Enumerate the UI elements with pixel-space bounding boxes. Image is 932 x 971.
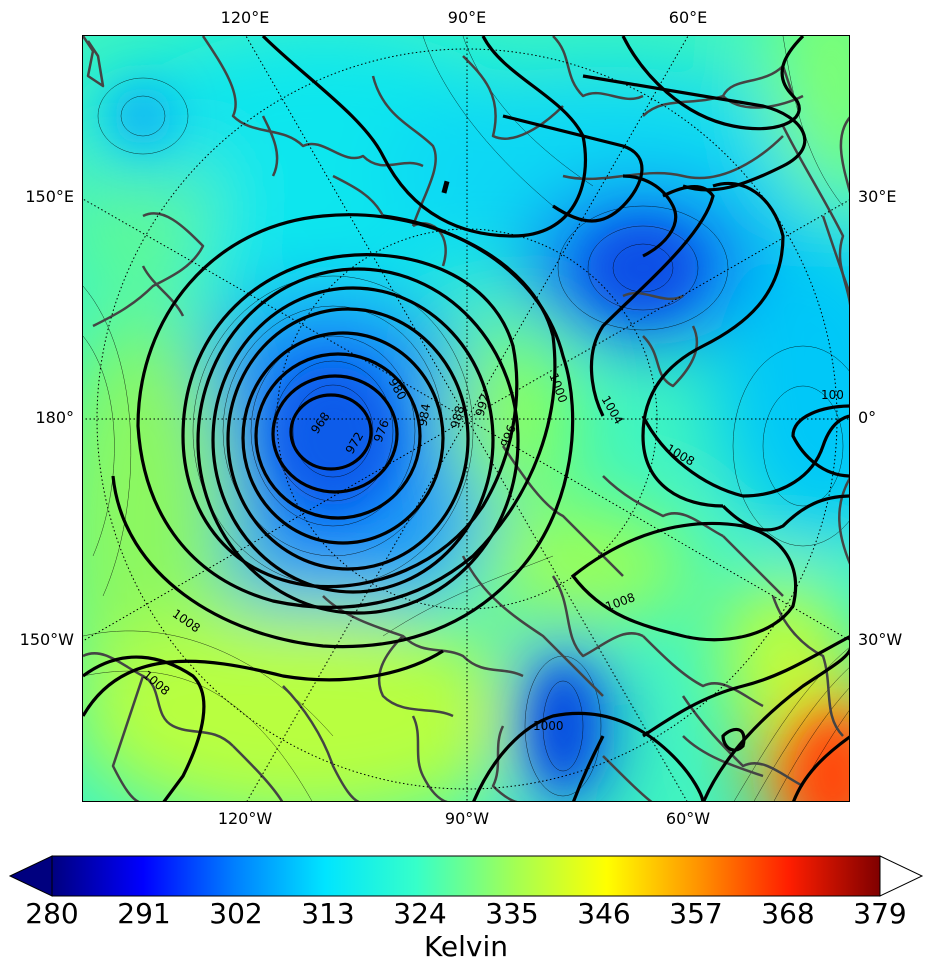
coastlines: [83, 36, 849, 801]
colorbar-high-extend: [879, 855, 924, 897]
temperature-field-detail: [113, 86, 849, 801]
lon-label-left-150w: 150°W: [19, 630, 74, 649]
colorbar-tick: 335: [485, 897, 539, 930]
lon-label-bottom-90w: 90°W: [444, 809, 490, 828]
colorbar-tick: 368: [761, 897, 815, 930]
lon-label-left-180: 180°: [35, 408, 74, 427]
colorbar-tick: 280: [25, 897, 79, 930]
colorbar-tick: 379: [853, 897, 907, 930]
colorbar-tick: 357: [669, 897, 723, 930]
colorbar: [8, 855, 924, 897]
colorbar-low-extend: [8, 855, 53, 897]
colorbar-tick: 291: [117, 897, 171, 930]
lon-label-bottom-60w: 60°W: [665, 809, 711, 828]
contour-label-1000-b: 1000: [533, 719, 564, 733]
colorbar-tick: 313: [301, 897, 355, 930]
contour-label-100: 100: [821, 388, 844, 402]
lon-label-right-0: 0°: [858, 408, 877, 427]
colorbar-gradient: [51, 855, 881, 897]
colorbar-tick: 302: [209, 897, 263, 930]
lon-label-right-30w: 30°W: [858, 630, 903, 649]
lon-label-left-150e: 150°E: [25, 187, 74, 206]
lon-label-right-30e: 30°E: [858, 187, 897, 206]
lon-label-bottom-120w: 120°W: [217, 809, 273, 828]
thin-contours: [83, 36, 849, 801]
lon-label-top-90e: 90°E: [447, 8, 487, 27]
map-features: [441, 180, 450, 194]
isobars: [83, 36, 849, 801]
colorbar-title: Kelvin: [423, 930, 509, 963]
colorbar-tick: 324: [393, 897, 447, 930]
lon-label-top-60e: 60°E: [668, 8, 708, 27]
map-panel: 968 972 976 980 984 988 992 996 1000 100…: [82, 35, 850, 802]
colorbar-tick: 346: [577, 897, 631, 930]
map-canvas: [83, 36, 849, 801]
lon-label-top-120e: 120°E: [220, 8, 270, 27]
